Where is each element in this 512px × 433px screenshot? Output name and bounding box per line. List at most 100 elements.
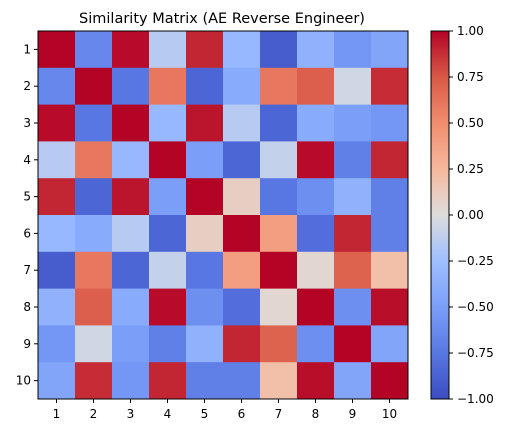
heatmap-cell-10-6: [223, 362, 261, 400]
heatmap-cell-2-10: [371, 67, 409, 105]
y-tick-label: 2: [23, 79, 31, 93]
heatmap-cell-4-5: [186, 141, 224, 179]
heatmap-cell-5-1: [38, 178, 76, 216]
y-tick-label: 4: [23, 153, 31, 167]
x-tick-label: 5: [201, 407, 209, 421]
heatmap-cell-5-6: [223, 178, 261, 216]
heatmap-cell-10-8: [297, 362, 335, 400]
x-tick-label: 9: [349, 407, 357, 421]
heatmap-cell-7-4: [149, 251, 187, 289]
colorbar-tick-label: 1.00: [457, 24, 484, 38]
heatmap-cell-9-5: [186, 325, 224, 363]
y-tick-label: 9: [23, 337, 31, 351]
heatmap-cell-6-1: [38, 215, 76, 253]
heatmap-cell-6-3: [112, 215, 150, 253]
y-tick-label: 8: [23, 300, 31, 314]
heatmap-cell-7-7: [260, 251, 298, 289]
y-tick-label: 10: [16, 374, 31, 388]
colorbar-tick-label: −0.50: [457, 300, 494, 314]
y-tick-label: 1: [23, 42, 31, 56]
heatmap-cell-3-2: [75, 104, 113, 142]
heatmap-cell-2-6: [223, 67, 261, 105]
heatmap-cell-1-10: [371, 31, 409, 69]
heatmap-cell-10-7: [260, 362, 298, 400]
heatmap-cell-6-2: [75, 215, 113, 253]
x-tick-label: 3: [127, 407, 135, 421]
heatmap-cell-6-7: [260, 215, 298, 253]
x-tick-label: 2: [90, 407, 98, 421]
heatmap-cell-7-6: [223, 251, 261, 289]
heatmap-cell-10-1: [38, 362, 76, 400]
heatmap-cell-8-9: [334, 288, 372, 326]
x-tick-label: 8: [312, 407, 320, 421]
heatmap-cell-5-7: [260, 178, 298, 216]
y-tick-label: 3: [23, 116, 31, 130]
heatmap-cell-4-2: [75, 141, 113, 179]
heatmap-cell-5-10: [371, 178, 409, 216]
heatmap-cell-7-3: [112, 251, 150, 289]
heatmap-cell-10-10: [371, 362, 409, 400]
heatmap-cell-9-6: [223, 325, 261, 363]
colorbar-tick-label: 0.00: [457, 208, 484, 222]
heatmap-cell-7-8: [297, 251, 335, 289]
heatmap-cell-2-8: [297, 67, 335, 105]
heatmap-cell-1-9: [334, 31, 372, 69]
heatmap-cells: [38, 31, 409, 400]
plot-frame: [37, 30, 409, 400]
heatmap-cell-9-8: [297, 325, 335, 363]
heatmap-cell-7-2: [75, 251, 113, 289]
heatmap-cell-9-7: [260, 325, 298, 363]
heatmap-cell-5-8: [297, 178, 335, 216]
colorbar-tick-label: 0.25: [457, 162, 484, 176]
heatmap-cell-9-4: [149, 325, 187, 363]
heatmap-cell-1-5: [186, 31, 224, 69]
heatmap-cell-10-3: [112, 362, 150, 400]
heatmap-cell-5-5: [186, 178, 224, 216]
heatmap-cell-7-10: [371, 251, 409, 289]
heatmap-cell-7-5: [186, 251, 224, 289]
heatmap-cell-8-3: [112, 288, 150, 326]
heatmap-cell-4-7: [260, 141, 298, 179]
heatmap-cell-10-5: [186, 362, 224, 400]
heatmap-cell-6-6: [223, 215, 261, 253]
heatmap-cell-3-9: [334, 104, 372, 142]
heatmap-cell-1-2: [75, 31, 113, 69]
heatmap-cell-8-1: [38, 288, 76, 326]
heatmap-cell-6-8: [297, 215, 335, 253]
heatmap-cell-1-6: [223, 31, 261, 69]
heatmap-cell-9-10: [371, 325, 409, 363]
heatmap-cell-6-4: [149, 215, 187, 253]
heatmap-cell-3-3: [112, 104, 150, 142]
heatmap-cell-10-2: [75, 362, 113, 400]
heatmap-cell-2-3: [112, 67, 150, 105]
heatmap-cell-3-1: [38, 104, 76, 142]
heatmap-cell-3-7: [260, 104, 298, 142]
y-axis: 1 2 3 4 5 6 7 8 9 10: [16, 42, 38, 388]
heatmap-cell-2-1: [38, 67, 76, 105]
y-tick-label: 5: [23, 190, 31, 204]
heatmap-cell-5-9: [334, 178, 372, 216]
heatmap-cell-4-8: [297, 141, 335, 179]
heatmap-cell-9-2: [75, 325, 113, 363]
heatmap-cell-10-9: [334, 362, 372, 400]
heatmap-cell-3-6: [223, 104, 261, 142]
heatmap-cell-1-8: [297, 31, 335, 69]
heatmap-cell-4-3: [112, 141, 150, 179]
heatmap-cell-6-9: [334, 215, 372, 253]
heatmap-cell-1-3: [112, 31, 150, 69]
heatmap-cell-1-1: [38, 31, 76, 69]
heatmap-cell-7-1: [38, 251, 76, 289]
heatmap-cell-6-5: [186, 215, 224, 253]
heatmap-cell-4-4: [149, 141, 187, 179]
heatmap-cell-3-4: [149, 104, 187, 142]
heatmap-cell-8-2: [75, 288, 113, 326]
heatmap-cell-1-4: [149, 31, 187, 69]
heatmap-cell-2-5: [186, 67, 224, 105]
x-tick-label: 7: [275, 407, 283, 421]
heatmap-cell-3-8: [297, 104, 335, 142]
heatmap-cell-3-10: [371, 104, 409, 142]
colorbar-tick-label: −0.75: [457, 346, 494, 360]
heatmap-cell-7-9: [334, 251, 372, 289]
heatmap-cell-8-5: [186, 288, 224, 326]
